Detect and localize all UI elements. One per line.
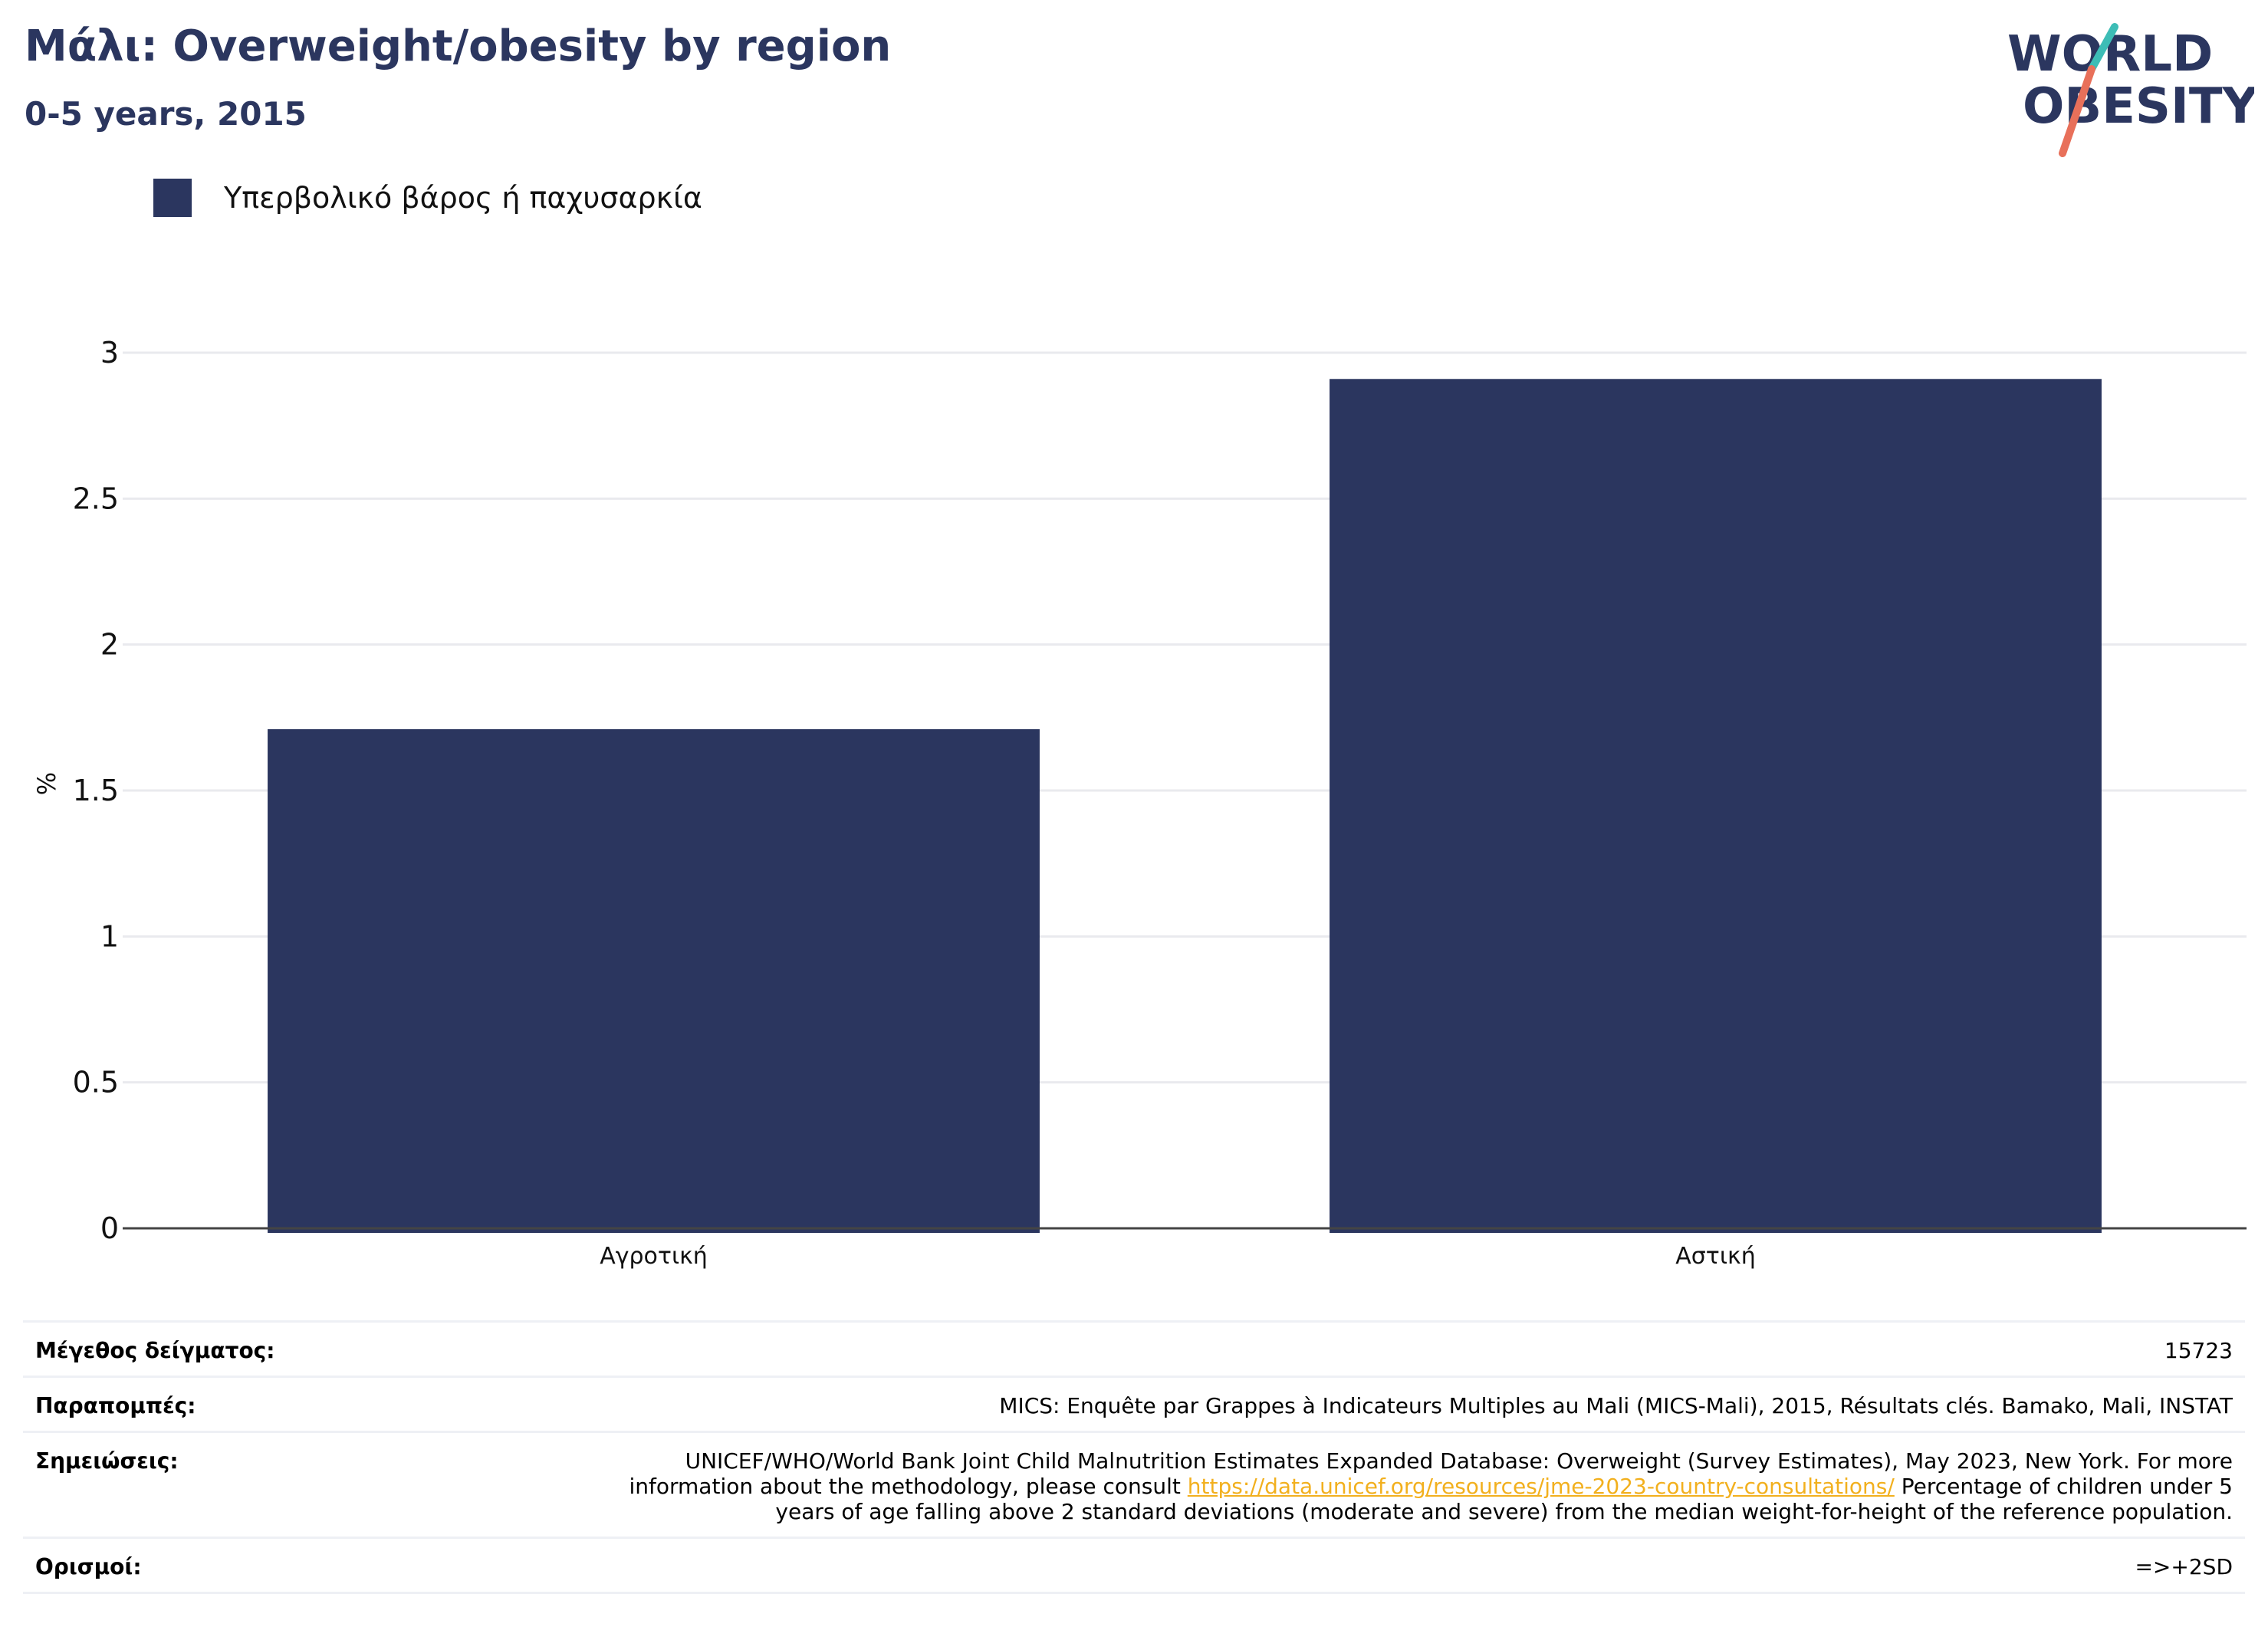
bar-2 xyxy=(1330,379,2102,1233)
y-tick-label: 2.5 xyxy=(73,482,119,515)
notes-label: Σημειώσεις: xyxy=(35,1448,179,1474)
y-tick-label: 0 xyxy=(100,1211,119,1245)
x-tick-label: Αγροτική xyxy=(600,1243,708,1270)
logo-slash-coral xyxy=(2059,65,2095,157)
notes-link[interactable]: https://data.unicef.org/resources/jme-20… xyxy=(1187,1474,1895,1499)
x-tick-label: Αστική xyxy=(1675,1243,1755,1270)
logo-word-obesity: OBESITY xyxy=(2023,78,2254,135)
y-tick-label: 2 xyxy=(100,628,119,662)
sample-size-value: 15723 xyxy=(2164,1338,2233,1363)
notes-text-before: UNICEF/WHO/World Bank Joint Child Malnut… xyxy=(629,1448,2233,1499)
chart-title: Μάλι: Overweight/obesity by region xyxy=(25,21,892,71)
definitions-value: =>+2SD xyxy=(2135,1554,2233,1579)
sample-size-label: Μέγεθος δείγματος: xyxy=(35,1338,275,1363)
y-tick-label: 1.5 xyxy=(73,774,119,807)
references-value: MICS: Enquête par Grappes à Indicateurs … xyxy=(999,1393,2233,1418)
meta-row-references: Παραπομπές: MICS: Enquête par Grappes à … xyxy=(23,1376,2245,1431)
legend-label: Υπερβολικό βάρος ή παχυσαρκία xyxy=(224,181,702,215)
y-tick-label: 1 xyxy=(100,919,119,953)
world-obesity-logo: WORLD OBESITY xyxy=(2007,23,2254,157)
notes-value: UNICEF/WHO/World Bank Joint Child Malnut… xyxy=(607,1448,2233,1524)
metadata-table: Μέγεθος δείγματος: 15723 Παραπομπές: MIC… xyxy=(23,1320,2245,1594)
bar-chart: 0 0.5 1 1.5 2 2.5 3% Αγροτική Αστική xyxy=(32,336,2247,1270)
bar-1 xyxy=(268,729,1040,1233)
chart-legend[interactable]: Υπερβολικό βάρος ή παχυσαρκία xyxy=(153,178,702,218)
meta-row-definitions: Ορισμοί: =>+2SD xyxy=(23,1537,2245,1594)
meta-row-notes: Σημειώσεις: UNICEF/WHO/World Bank Joint … xyxy=(23,1431,2245,1537)
references-label: Παραπομπές: xyxy=(35,1393,196,1418)
y-tick-label: 3 xyxy=(100,336,119,370)
definitions-label: Ορισμοί: xyxy=(35,1554,142,1579)
notes-text-after: Percentage of children under 5 years of … xyxy=(775,1474,2233,1524)
meta-row-sample-size: Μέγεθος δείγματος: 15723 xyxy=(23,1320,2245,1376)
y-axis-label: % xyxy=(32,772,61,795)
y-tick-label: 0.5 xyxy=(73,1066,119,1099)
logo-slash-teal xyxy=(2088,23,2118,73)
chart-subtitle: 0-5 years, 2015 xyxy=(25,95,307,133)
legend-swatch xyxy=(153,179,192,217)
